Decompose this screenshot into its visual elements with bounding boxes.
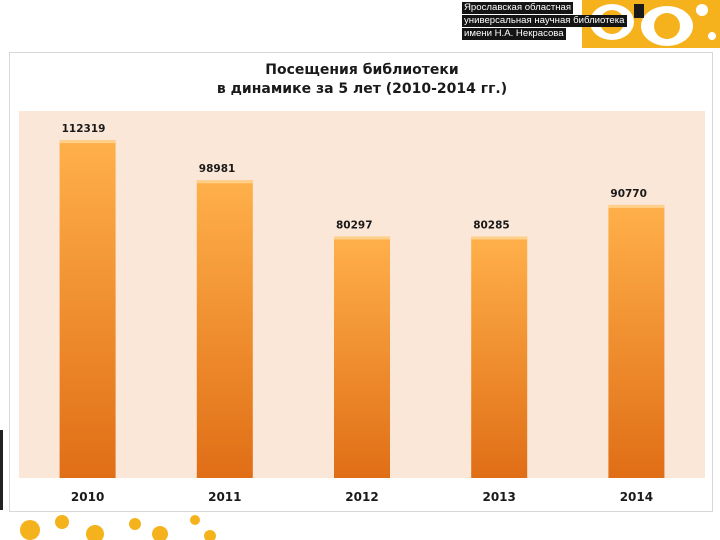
bar-chart: 112319 2010 98981 2011 80297 2012 80285 2013 907…: [19, 111, 705, 504]
x-tick-label-2012: 2012: [345, 490, 378, 504]
bar-2010: [59, 140, 116, 478]
library-logo-block: Ярославская областная универсальная науч…: [462, 0, 720, 48]
chart-frame: Посещения библиотеки в динамике за 5 лет…: [9, 52, 713, 512]
data-label-2011: 98981: [199, 163, 236, 175]
bar-cap-2012: [334, 236, 390, 240]
chart-title-line-1: Посещения библиотеки: [265, 62, 459, 78]
data-label-2012: 80297: [336, 219, 373, 231]
library-name-line-1: Ярославская областная: [462, 2, 574, 14]
library-name-line-2: универсальная научная библиотека: [462, 15, 627, 27]
data-label-2014: 90770: [610, 188, 647, 200]
x-tick-label-2013: 2013: [482, 490, 515, 504]
bar-2014: [608, 204, 665, 478]
bar-cap-2010: [59, 140, 116, 144]
library-name-line-3: имени Н.А. Некрасова: [462, 28, 566, 40]
bar-2013: [471, 236, 528, 478]
bottom-dots-decoration-icon: [20, 515, 216, 540]
chart-title: Посещения библиотеки в динамике за 5 лет…: [10, 61, 714, 99]
data-label-2013: 80285: [473, 219, 510, 231]
chart-title-line-2: в динамике за 5 лет (2010-2014 гг.): [216, 81, 508, 97]
left-edge-bar: [0, 430, 3, 510]
data-label-2010: 112319: [62, 123, 106, 135]
bar-cap-2011: [196, 180, 253, 184]
x-tick-label-2010: 2010: [71, 490, 104, 504]
bar-cap-2014: [608, 204, 665, 208]
x-tick-label-2011: 2011: [208, 490, 241, 504]
bar-cap-2013: [471, 236, 528, 240]
x-tick-label-2014: 2014: [620, 490, 653, 504]
logo-decoration-icon: [582, 0, 720, 48]
bar-2012: [334, 236, 390, 478]
bar-2011: [196, 180, 253, 479]
